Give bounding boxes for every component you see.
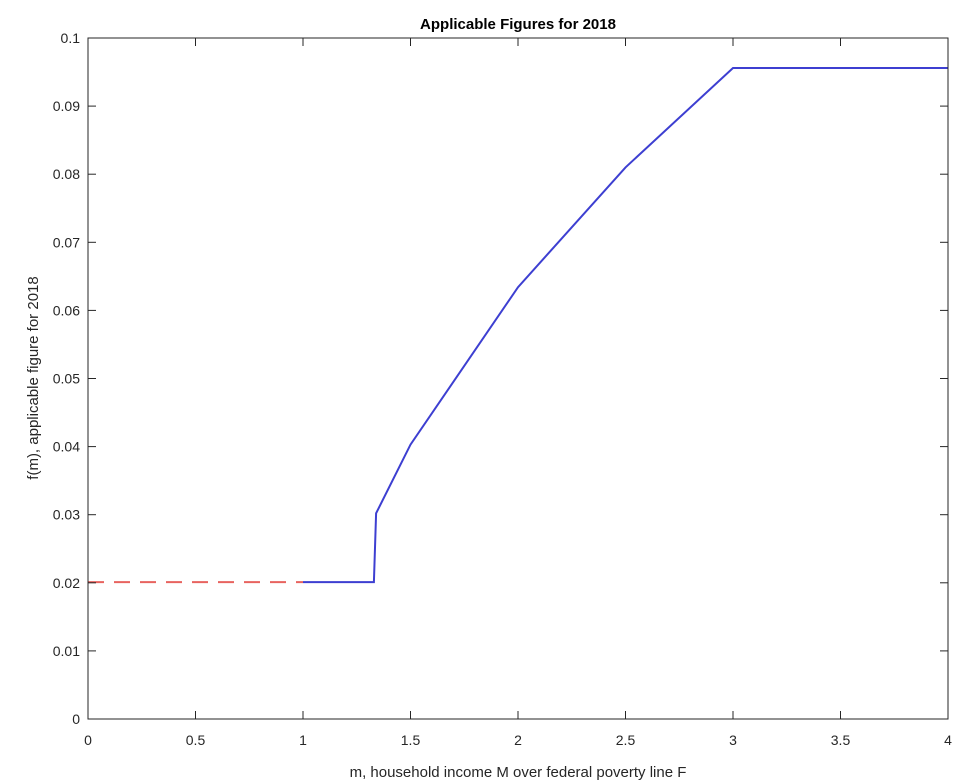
y-tick-label: 0.03	[53, 507, 80, 523]
x-tick-label: 4	[944, 732, 952, 748]
x-tick-label: 1	[299, 732, 307, 748]
y-tick-label: 0	[72, 711, 80, 727]
series-layer	[88, 67, 948, 584]
x-tick-label: 3.5	[831, 732, 851, 748]
y-tick-label: 0.08	[53, 166, 80, 182]
x-tick-label: 2	[514, 732, 522, 748]
y-axis-label: f(m), applicable figure for 2018	[25, 276, 42, 479]
chart-title: Applicable Figures for 2018	[420, 16, 616, 33]
x-tick-label: 2.5	[616, 732, 636, 748]
x-tick-label: 0	[84, 732, 92, 748]
y-tick-label: 0.07	[53, 234, 80, 250]
y-tick-label: 0.02	[53, 575, 80, 591]
x-tick-label: 0.5	[186, 732, 206, 748]
y-tick-label: 0.05	[53, 371, 80, 387]
x-tick-label: 3	[729, 732, 737, 748]
y-tick-label: 0.01	[53, 643, 80, 659]
y-tick-label: 0.04	[53, 439, 80, 455]
tick-layer: 0 0.5 1 1.5 2 2.5 3 3.5 4 0 0.01 0.02 0.03 0.04 0.05 0.…	[53, 30, 952, 748]
y-tick-label: 0.06	[53, 302, 80, 318]
solid-series-line	[303, 67, 948, 584]
plot-area	[88, 38, 948, 719]
x-tick-label: 1.5	[401, 732, 421, 748]
y-tick-label: 0.1	[61, 30, 81, 46]
x-axis-label: m, household income M over federal pover…	[350, 764, 687, 781]
y-tick-label: 0.09	[53, 98, 80, 114]
